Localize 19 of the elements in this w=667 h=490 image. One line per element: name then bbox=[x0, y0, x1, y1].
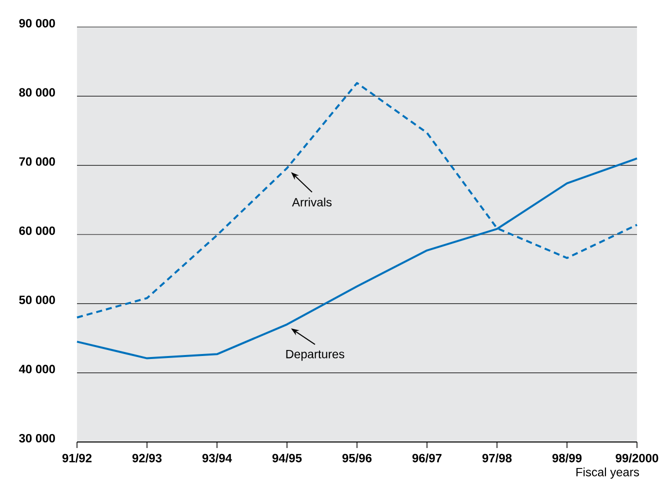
x-tick-label: 93/94 bbox=[202, 454, 232, 462]
y-tick-label: 70 000 bbox=[19, 157, 55, 166]
y-tick-label: 40 000 bbox=[18, 364, 55, 374]
series-label: Departures bbox=[286, 350, 344, 361]
x-tick-label: 96/97 bbox=[412, 454, 442, 462]
x-tick-label: 98/99 bbox=[552, 454, 582, 462]
y-tick-label: 80 000 bbox=[19, 88, 55, 97]
x-tick-label: 95/96 bbox=[342, 454, 372, 462]
x-tick-label: 91/92 bbox=[62, 454, 92, 462]
x-tick-label: 94/95 bbox=[272, 454, 302, 462]
y-tick-label: 50 000 bbox=[19, 296, 55, 304]
text: Arrivals bbox=[292, 198, 332, 206]
y-tick-label: 30 000 bbox=[19, 434, 55, 442]
x-axis-title: Fiscal years bbox=[576, 468, 640, 479]
x-tick-label: 99/2000 bbox=[616, 454, 658, 462]
y-tick-label: 60 000 bbox=[19, 226, 55, 235]
x-tick-label: 97/98 bbox=[482, 454, 512, 462]
x-tick-label: 92/93 bbox=[132, 454, 162, 462]
y-tick-label: 90 000 bbox=[19, 18, 55, 28]
